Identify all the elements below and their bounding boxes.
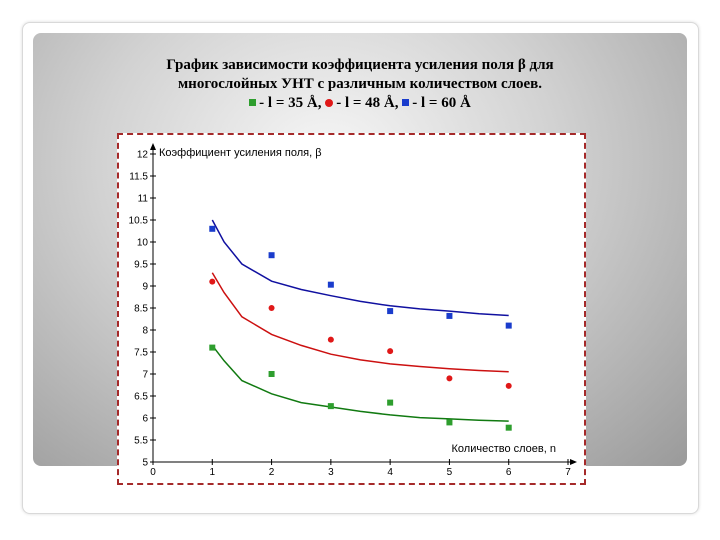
y-tick-label: 11 bbox=[138, 194, 149, 205]
data-point-2 bbox=[446, 419, 453, 426]
legend-label-l60: - l = 60 Å bbox=[412, 95, 471, 111]
x-tick-label: 1 bbox=[210, 467, 216, 478]
data-point-0 bbox=[209, 225, 216, 232]
x-axis-label: Количество слоев, n bbox=[452, 443, 556, 455]
x-tick-label: 3 bbox=[328, 467, 334, 478]
x-axis-arrow bbox=[570, 459, 577, 465]
x-tick-label: 5 bbox=[447, 467, 453, 478]
y-tick-label: 7 bbox=[142, 370, 148, 381]
x-tick-label: 4 bbox=[387, 467, 393, 478]
field-enhancement-chart: 0 1 2 3 4 5 6 755.566.577.588.599.51010.51111.5… bbox=[129, 143, 577, 478]
legend-label-l35: - l = 35 Å, bbox=[259, 95, 322, 111]
y-tick-label: 11.5 bbox=[129, 172, 148, 183]
data-point-1 bbox=[387, 348, 394, 355]
y-axis-label: Коэффициент усиления поля, β bbox=[159, 147, 322, 159]
x-tick-label: 6 bbox=[506, 467, 512, 478]
data-point-0 bbox=[387, 308, 394, 315]
title-line-1: График зависимости коэффициента усиления… bbox=[166, 57, 554, 73]
y-tick-label: 7.5 bbox=[134, 348, 148, 359]
green-square-icon bbox=[249, 99, 257, 106]
data-point-2 bbox=[387, 399, 394, 406]
y-tick-label: 10.5 bbox=[129, 216, 149, 227]
y-tick-label: 8.5 bbox=[134, 304, 148, 315]
x-tick-label: 7 bbox=[565, 467, 571, 478]
legend-item-l48: - l = 48 Å, bbox=[325, 95, 402, 111]
data-point-1 bbox=[268, 305, 275, 311]
data-point-2 bbox=[209, 344, 216, 351]
fit-curve-0 bbox=[211, 219, 509, 317]
y-tick-label: 10 bbox=[137, 238, 149, 249]
data-point-2 bbox=[268, 371, 275, 377]
data-point-0 bbox=[446, 312, 453, 319]
legend-label-l48: - l = 48 Å, bbox=[336, 95, 399, 111]
fit-curve-2 bbox=[211, 344, 509, 422]
data-point-1 bbox=[505, 382, 512, 389]
y-tick-label: 12 bbox=[137, 150, 149, 161]
x-tick-label: 2 bbox=[269, 467, 275, 478]
y-tick-label: 5.5 bbox=[134, 436, 148, 447]
data-point-1 bbox=[446, 375, 453, 382]
y-tick-label: 9.5 bbox=[134, 260, 148, 271]
data-point-0 bbox=[505, 322, 512, 329]
y-tick-label: 8 bbox=[142, 326, 148, 337]
fit-curve-1 bbox=[211, 272, 509, 373]
data-point-2 bbox=[327, 403, 334, 410]
slide-title: График зависимости коэффициента усиления… bbox=[80, 56, 640, 113]
y-tick-label: 5 bbox=[142, 458, 148, 469]
x-tick-label: 0 bbox=[150, 467, 156, 478]
y-tick-label: 9 bbox=[142, 282, 148, 293]
y-tick-label: 6.5 bbox=[134, 392, 148, 403]
legend-item-l60: - l = 60 Å bbox=[402, 95, 471, 111]
legend: - l = 35 Å, - l = 48 Å, - l = 60 Å bbox=[80, 94, 640, 113]
data-point-2 bbox=[505, 424, 512, 431]
data-point-0 bbox=[268, 252, 275, 259]
y-axis-arrow bbox=[150, 143, 156, 150]
legend-item-l35: - l = 35 Å, bbox=[249, 95, 325, 111]
title-line-2: многослойных УНТ с различным количеством… bbox=[177, 76, 543, 92]
y-tick-label: 6 bbox=[142, 414, 148, 425]
data-point-0 bbox=[327, 281, 334, 288]
data-point-1 bbox=[327, 336, 334, 343]
blue-square-icon bbox=[402, 99, 410, 106]
red-circle-icon bbox=[325, 99, 334, 107]
chart-container: 0 1 2 3 4 5 6 7 5 5.5 6 6.5 7 7.5 8 8.5 9 9.5 10 10.5 11 11.5… bbox=[117, 133, 586, 485]
data-point-1 bbox=[209, 278, 216, 285]
